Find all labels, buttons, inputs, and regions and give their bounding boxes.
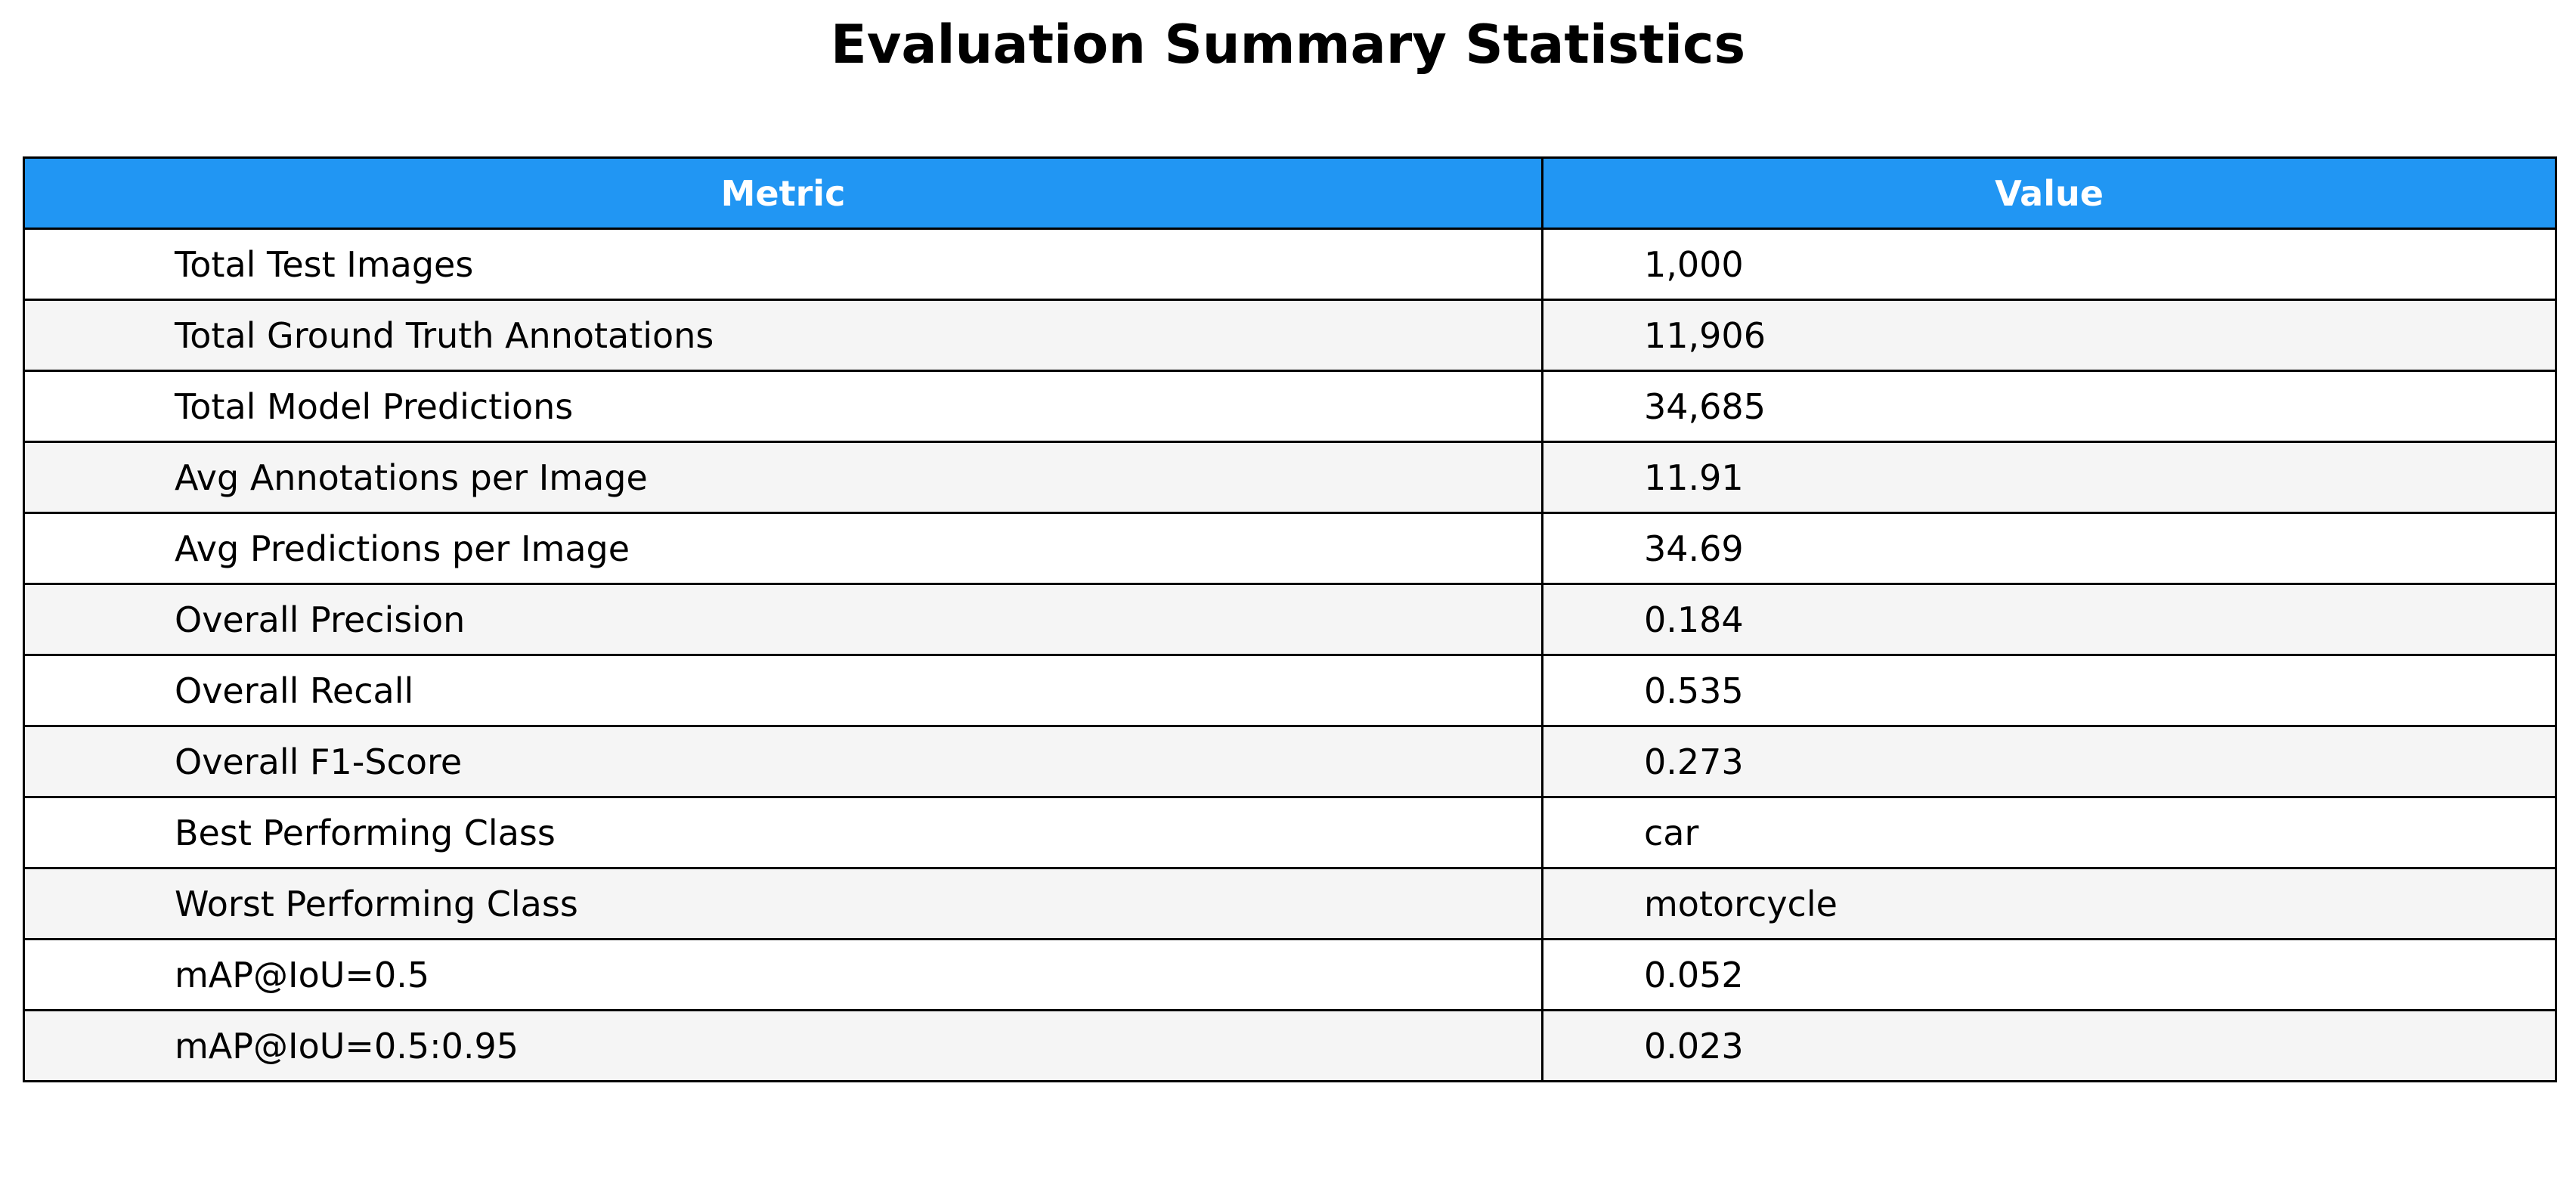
metric-cell: Total Test Images bbox=[24, 229, 1543, 300]
metric-cell: mAP@IoU=0.5 bbox=[24, 940, 1543, 1011]
summary-table: Metric Value Total Test Images 1,000 Tot… bbox=[23, 156, 2557, 1082]
metric-cell: Overall F1-Score bbox=[24, 726, 1543, 797]
table-row: Avg Annotations per Image 11.91 bbox=[24, 442, 2556, 513]
table-row: Overall F1-Score 0.273 bbox=[24, 726, 2556, 797]
value-cell: 0.535 bbox=[1543, 655, 2556, 726]
table-row: Avg Predictions per Image 34.69 bbox=[24, 513, 2556, 584]
table-row: Best Performing Class car bbox=[24, 797, 2556, 868]
table-row: Total Ground Truth Annotations 11,906 bbox=[24, 300, 2556, 371]
header-row: Metric Value bbox=[24, 158, 2556, 229]
metric-cell: Avg Predictions per Image bbox=[24, 513, 1543, 584]
metric-cell: Best Performing Class bbox=[24, 797, 1543, 868]
table-row: Total Test Images 1,000 bbox=[24, 229, 2556, 300]
value-cell: motorcycle bbox=[1543, 868, 2556, 940]
table-row: Overall Recall 0.535 bbox=[24, 655, 2556, 726]
column-header-value: Value bbox=[1543, 158, 2556, 229]
table-row: Worst Performing Class motorcycle bbox=[24, 868, 2556, 940]
value-cell: car bbox=[1543, 797, 2556, 868]
table-row: mAP@IoU=0.5 0.052 bbox=[24, 940, 2556, 1011]
metric-cell: Total Ground Truth Annotations bbox=[24, 300, 1543, 371]
table-row: Overall Precision 0.184 bbox=[24, 584, 2556, 655]
value-cell: 1,000 bbox=[1543, 229, 2556, 300]
table-row: mAP@IoU=0.5:0.95 0.023 bbox=[24, 1011, 2556, 1082]
metric-cell: Worst Performing Class bbox=[24, 868, 1543, 940]
chart-title: Evaluation Summary Statistics bbox=[0, 11, 2576, 79]
table-row: Total Model Predictions 34,685 bbox=[24, 371, 2556, 442]
value-cell: 0.052 bbox=[1543, 940, 2556, 1011]
metric-cell: Total Model Predictions bbox=[24, 371, 1543, 442]
value-cell: 0.023 bbox=[1543, 1011, 2556, 1082]
metric-cell: Avg Annotations per Image bbox=[24, 442, 1543, 513]
value-cell: 11,906 bbox=[1543, 300, 2556, 371]
value-cell: 0.273 bbox=[1543, 726, 2556, 797]
value-cell: 34.69 bbox=[1543, 513, 2556, 584]
column-header-metric: Metric bbox=[24, 158, 1543, 229]
value-cell: 0.184 bbox=[1543, 584, 2556, 655]
value-cell: 34,685 bbox=[1543, 371, 2556, 442]
value-cell: 11.91 bbox=[1543, 442, 2556, 513]
metric-cell: Overall Precision bbox=[24, 584, 1543, 655]
metric-cell: Overall Recall bbox=[24, 655, 1543, 726]
metric-cell: mAP@IoU=0.5:0.95 bbox=[24, 1011, 1543, 1082]
